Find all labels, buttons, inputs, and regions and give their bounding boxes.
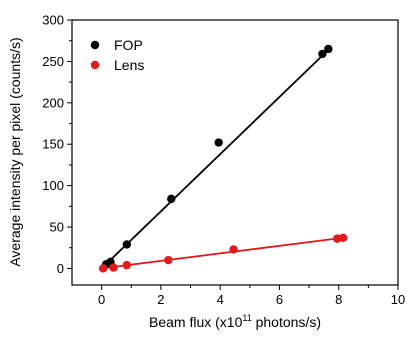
data-point-lens: [98, 264, 108, 273]
data-point-lens: [229, 245, 238, 254]
y-tick-label: 250: [42, 54, 64, 69]
data-point-lens: [338, 233, 348, 242]
legend-label-fop: FOP: [114, 37, 143, 53]
x-tick-label: 10: [391, 292, 405, 307]
x-tick-label: 4: [217, 292, 224, 307]
y-tick-label: 300: [42, 13, 64, 28]
fit-line-fop: [103, 49, 329, 267]
legend-label-lens: Lens: [114, 57, 144, 73]
plot-frame: [71, 19, 399, 286]
y-tick-label: 0: [57, 261, 64, 276]
y-tick-label: 100: [42, 178, 64, 193]
data-point-lens: [122, 260, 132, 270]
x-tick-label: 8: [335, 292, 342, 307]
fit-line-lens: [103, 236, 344, 270]
legend-marker-lens: [90, 60, 100, 70]
data-point-fop: [167, 194, 176, 204]
x-tick-label: 6: [276, 292, 283, 307]
legend: FOP Lens: [90, 37, 144, 73]
y-axis-label: Average intensity per pixel (counts/s): [7, 37, 23, 266]
data-point-fop: [214, 138, 223, 147]
data-point-fop: [324, 44, 333, 54]
fit-lines: [103, 49, 344, 270]
y-tick-label: 50: [50, 220, 64, 235]
data-point-lens: [109, 263, 118, 272]
data-point-fop: [122, 240, 132, 249]
data-point-fop: [318, 49, 327, 59]
y-tick-label: 150: [42, 137, 64, 152]
legend-marker-fop: [90, 40, 100, 50]
x-tick-label: 0: [98, 292, 105, 307]
y-tick-label: 200: [42, 95, 64, 110]
data-point-lens: [164, 255, 173, 265]
data-points: [98, 44, 348, 273]
x-axis-label: Beam flux (x1011 photons/s): [149, 313, 321, 330]
x-tick-label: 2: [157, 292, 164, 307]
